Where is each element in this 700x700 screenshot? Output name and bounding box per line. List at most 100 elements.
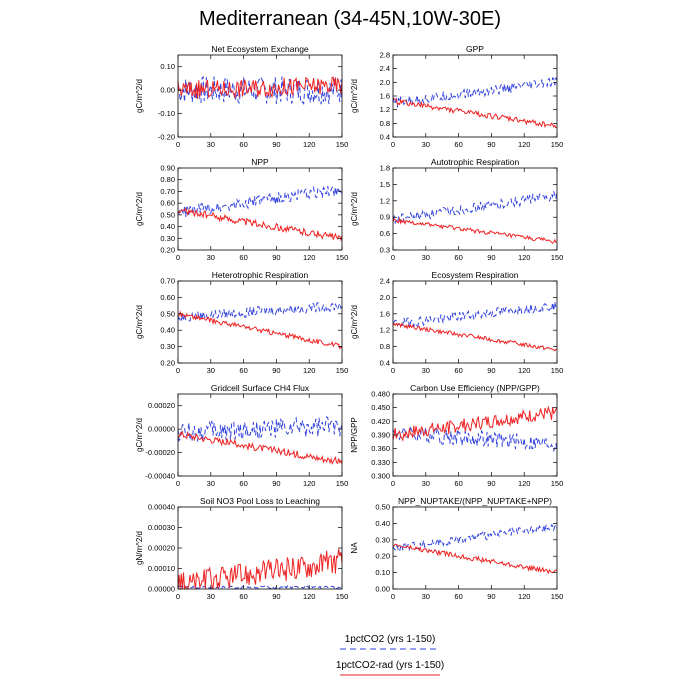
x-tick-label: 150 — [336, 479, 349, 488]
x-tick-label: 0 — [176, 592, 180, 601]
x-tick-label: 60 — [454, 140, 462, 149]
x-tick-label: 30 — [422, 140, 430, 149]
y-tick-label: 0.420 — [371, 417, 390, 426]
y-tick-label: 0.10 — [160, 62, 175, 71]
x-tick-label: 90 — [272, 592, 280, 601]
x-tick-label: 150 — [336, 366, 349, 375]
y-tick-label: 1.2 — [380, 105, 390, 114]
y-tick-label: 0.00 — [375, 585, 390, 594]
plot-frame — [177, 393, 343, 477]
y-tick-label: 0.8 — [380, 119, 390, 128]
series-line-1 — [392, 405, 558, 442]
y-tick-label: 0.330 — [371, 458, 390, 467]
x-tick-label: 120 — [518, 140, 531, 149]
x-tick-label: 60 — [454, 366, 462, 375]
y-tick-label: 0.40 — [160, 222, 175, 231]
x-tick-label: 30 — [422, 253, 430, 262]
figure-title: Mediterranean (34-45N,10W-30E) — [198, 8, 501, 30]
y-tick-label: 0.80 — [160, 175, 175, 184]
y-tick-label: -0.00040 — [145, 472, 175, 481]
plot-frame — [392, 280, 558, 364]
y-tick-label: 2.4 — [380, 277, 390, 286]
y-tick-label: 0.8 — [380, 342, 390, 351]
plot-frame — [177, 54, 343, 138]
y-axis-label: gC/m^2/d — [350, 192, 359, 226]
plot-frame — [392, 393, 558, 477]
y-tick-label: 0.30 — [160, 342, 175, 351]
plot-frame — [392, 167, 558, 251]
plot-frame — [177, 280, 343, 364]
y-tick-label: 0.9 — [380, 213, 390, 222]
y-tick-label: 0.00020 — [148, 401, 175, 410]
y-tick-label: 0.90 — [160, 164, 175, 173]
y-axis-label: gC/m^2/d — [135, 79, 144, 113]
legend-entry-1pctco2: 1pctCO2 (yrs 1-150) — [300, 634, 480, 656]
series-line-0 — [177, 585, 343, 590]
y-tick-label: 1.5 — [380, 180, 390, 189]
y-axis-label: gN/m^2/d — [135, 531, 144, 565]
y-tick-label: 0.360 — [371, 444, 390, 453]
series-line-0 — [392, 425, 558, 453]
panel-3: Autotrophic Respiration gC/m^2/d 0 30 60 90 12… — [350, 157, 563, 262]
x-tick-label: 150 — [551, 479, 564, 488]
y-tick-label: 0.480 — [371, 390, 390, 399]
x-tick-label: 120 — [518, 479, 531, 488]
y-tick-label: 1.6 — [380, 309, 390, 318]
y-axis-label: NPP/GPP — [350, 417, 359, 453]
y-tick-label: 0.40 — [160, 326, 175, 335]
x-tick-label: 120 — [303, 253, 316, 262]
x-tick-label: 120 — [518, 253, 531, 262]
panel-title: Net Ecosystem Exchange — [211, 44, 309, 54]
x-tick-label: 0 — [391, 479, 395, 488]
y-tick-label: 0.10 — [375, 568, 390, 577]
y-tick-label: 0.20 — [160, 359, 175, 368]
x-tick-label: 60 — [239, 479, 247, 488]
x-tick-label: 60 — [454, 592, 462, 601]
y-tick-label: 2.0 — [380, 78, 390, 87]
y-tick-label: 0.50 — [160, 210, 175, 219]
series-line-0 — [392, 77, 558, 108]
y-tick-label: 0.3 — [380, 246, 390, 255]
y-tick-label: 0.450 — [371, 403, 390, 412]
y-tick-label: 1.8 — [380, 164, 390, 173]
y-tick-label: 0.6 — [380, 229, 390, 238]
y-axis-label: NA — [350, 542, 359, 554]
y-tick-label: 0.00000 — [148, 425, 175, 434]
y-tick-label: 1.6 — [380, 92, 390, 101]
x-tick-label: 120 — [518, 592, 531, 601]
series-line-0 — [392, 523, 558, 552]
panel-0: Net Ecosystem Exchange gC/m^2/d 0 30 60 90 120… — [135, 44, 348, 149]
x-tick-label: 90 — [272, 366, 280, 375]
panel-5: Ecosystem Respiration gC/m^2/d 0 30 60 90 120 1… — [350, 270, 563, 375]
x-tick-label: 120 — [303, 140, 316, 149]
panel-7: Carbon Use Efficiency (NPP/GPP) NPP/GPP 0 3… — [350, 383, 563, 488]
panel-6: Gridcell Surface CH4 Flux gC/m^2/d 0 30 60 90… — [135, 383, 348, 488]
y-tick-label: 0.4 — [380, 133, 390, 142]
x-tick-label: 30 — [207, 592, 215, 601]
x-tick-label: 120 — [303, 479, 316, 488]
x-tick-label: 90 — [487, 253, 495, 262]
y-tick-label: 0.300 — [371, 472, 390, 481]
panel-title: Heterotrophic Respiration — [212, 270, 309, 280]
x-tick-label: 150 — [336, 253, 349, 262]
series-line-0 — [177, 416, 343, 443]
y-tick-label: 0.50 — [375, 503, 390, 512]
panel-4: Heterotrophic Respiration gC/m^2/d 0 30 60 90… — [135, 270, 348, 375]
panel-2: NPP gC/m^2/d 0 30 60 90 120 150 0.20 0.30 0.40 0.50… — [135, 157, 348, 262]
x-tick-label: 150 — [551, 140, 564, 149]
y-tick-label: 0.20 — [375, 552, 390, 561]
x-tick-label: 150 — [551, 253, 564, 262]
y-axis-label: gC/m^2/d — [350, 305, 359, 339]
x-tick-label: 150 — [551, 592, 564, 601]
series-line-0 — [392, 191, 558, 225]
y-tick-label: 0.50 — [160, 309, 175, 318]
x-tick-label: 30 — [207, 140, 215, 149]
y-axis-label: gC/m^2/d — [350, 79, 359, 113]
y-tick-label: 0.00030 — [148, 523, 175, 532]
x-tick-label: 0 — [391, 140, 395, 149]
x-tick-label: 30 — [422, 479, 430, 488]
x-tick-label: 90 — [487, 592, 495, 601]
y-tick-label: 0.60 — [160, 199, 175, 208]
legend-label: 1pctCO2 (yrs 1-150) — [344, 634, 436, 645]
y-tick-label: -0.20 — [158, 133, 175, 142]
